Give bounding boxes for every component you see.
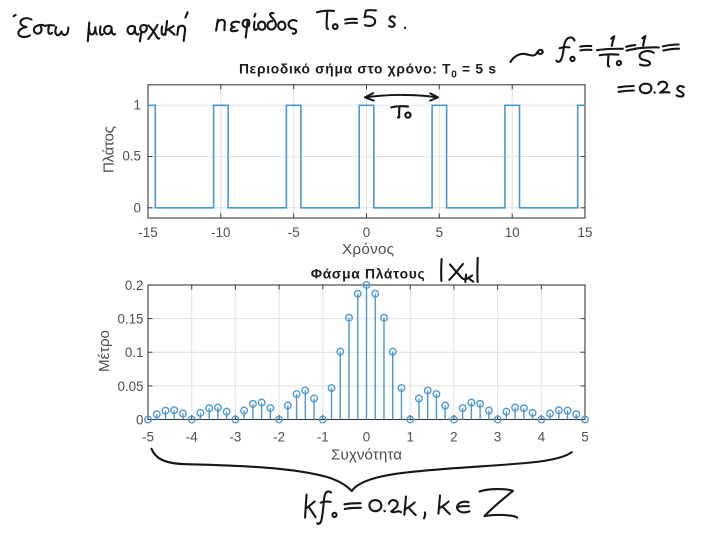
svg-text:-2: -2: [273, 429, 285, 444]
svg-text:-4: -4: [186, 429, 198, 444]
svg-text:1: 1: [134, 98, 141, 113]
svg-text:-10: -10: [211, 225, 230, 240]
svg-text:10: 10: [505, 225, 520, 240]
svg-text:-5: -5: [142, 429, 154, 444]
svg-text:5: 5: [581, 429, 588, 444]
svg-text:0: 0: [136, 412, 143, 427]
svg-text:0.15: 0.15: [117, 312, 143, 327]
svg-text:-1: -1: [317, 429, 329, 444]
svg-text:0.05: 0.05: [117, 379, 143, 394]
svg-text:Περιοδικό σήμα στο χρόνο: T0 =: Περιοδικό σήμα στο χρόνο: T0 = 5 s: [239, 61, 496, 80]
svg-text:Χρόνος: Χρόνος: [342, 241, 394, 258]
svg-text:Πλάτος: Πλάτος: [101, 126, 118, 173]
svg-text:15: 15: [578, 225, 593, 240]
svg-text:0.5: 0.5: [122, 149, 141, 164]
svg-text:5: 5: [436, 225, 443, 240]
svg-text:Μέτρο: Μέτρο: [96, 330, 113, 372]
svg-text:Συχνότητα: Συχνότητα: [331, 446, 402, 463]
svg-text:1: 1: [406, 429, 413, 444]
svg-text:4: 4: [538, 429, 546, 444]
svg-text:-3: -3: [229, 429, 241, 444]
svg-text:-15: -15: [138, 225, 157, 240]
svg-text:0: 0: [363, 429, 370, 444]
svg-text:Φάσμα Πλάτους: Φάσμα Πλάτους: [311, 266, 425, 281]
svg-text:0: 0: [134, 201, 141, 216]
svg-text:3: 3: [494, 429, 501, 444]
svg-text:0.1: 0.1: [125, 345, 144, 360]
svg-text:0.2: 0.2: [125, 278, 144, 293]
svg-text:2: 2: [450, 429, 457, 444]
svg-text:-5: -5: [288, 225, 300, 240]
svg-text:0: 0: [363, 225, 370, 240]
